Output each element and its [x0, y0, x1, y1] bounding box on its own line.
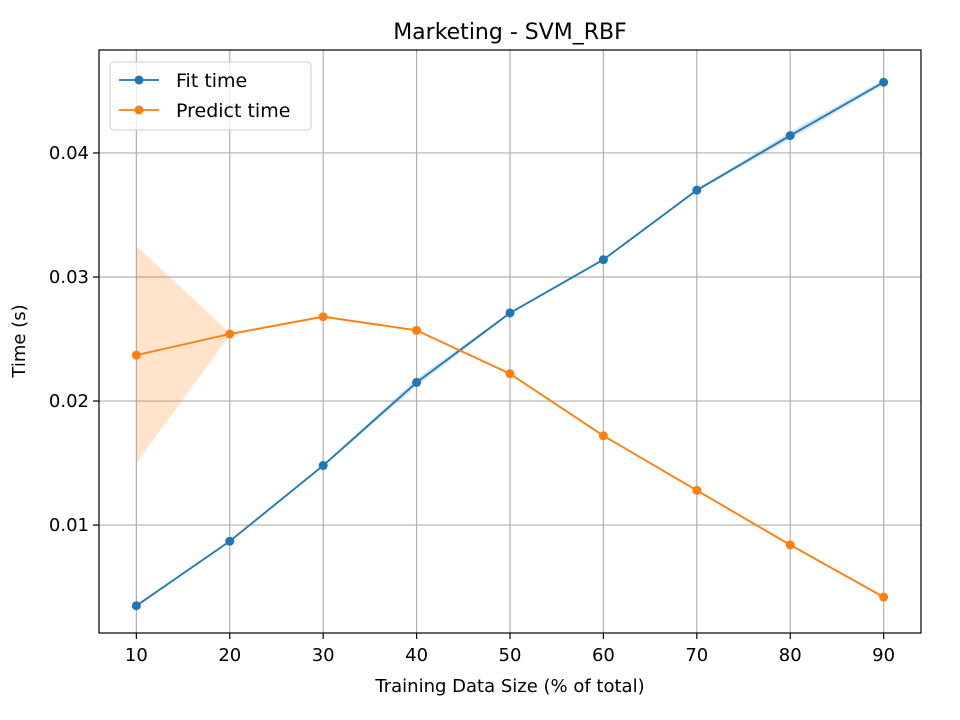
data-point	[879, 77, 889, 87]
legend-label: Predict time	[176, 100, 290, 122]
y-tick-label: 0.02	[49, 391, 89, 412]
data-point	[505, 369, 515, 379]
data-point	[785, 131, 795, 141]
data-point	[131, 350, 141, 360]
data-point	[131, 601, 141, 611]
data-point	[785, 540, 795, 550]
legend-box	[109, 61, 312, 131]
x-tick-label: 80	[779, 645, 802, 666]
x-tick-label: 30	[312, 645, 335, 666]
x-tick-label: 50	[499, 645, 522, 666]
legend-label: Fit time	[176, 70, 247, 92]
data-point	[692, 485, 702, 495]
x-axis-label: Training Data Size (% of total)	[374, 676, 644, 697]
data-point	[505, 308, 515, 318]
data-point	[225, 536, 235, 546]
grid	[99, 50, 921, 633]
series-points	[131, 77, 889, 611]
legend-marker	[134, 105, 144, 115]
legend-marker	[134, 75, 144, 85]
legend: Fit time Predict time	[109, 61, 312, 131]
x-tick-label: 70	[685, 645, 708, 666]
x-axis-ticks: 10 20 30 40 50 60 70 80 90	[125, 633, 895, 666]
y-axis-ticks: 0.01 0.02 0.03 0.04	[49, 143, 99, 536]
x-tick-label: 90	[872, 645, 895, 666]
x-tick-label: 60	[592, 645, 615, 666]
data-point	[598, 255, 608, 265]
data-point	[879, 592, 889, 602]
chart-title: Marketing - SVM_RBF	[393, 20, 627, 45]
data-point	[412, 377, 422, 387]
data-point	[412, 325, 422, 335]
x-tick-label: 10	[125, 645, 148, 666]
y-tick-label: 0.04	[49, 143, 89, 164]
y-tick-label: 0.03	[49, 267, 89, 288]
y-axis-label: Time (s)	[9, 304, 30, 378]
y-tick-label: 0.01	[49, 515, 89, 536]
x-tick-label: 20	[218, 645, 241, 666]
x-tick-label: 40	[405, 645, 428, 666]
data-point	[318, 461, 328, 471]
data-point	[692, 185, 702, 195]
data-point	[225, 329, 235, 339]
data-point	[598, 431, 608, 441]
data-point	[318, 312, 328, 322]
